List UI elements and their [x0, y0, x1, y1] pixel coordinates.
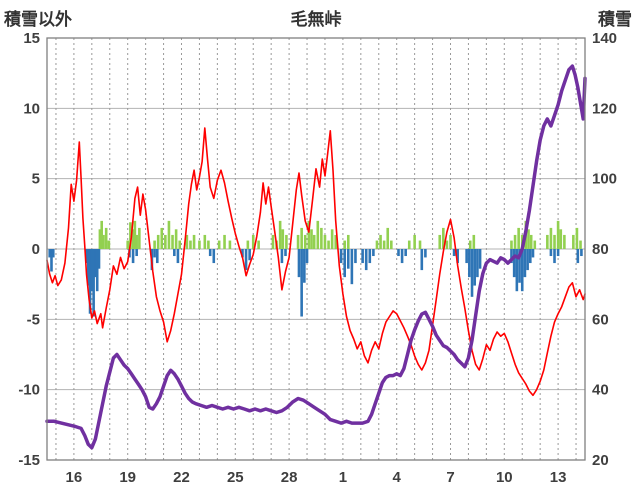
left-axis-tick-label: 10: [23, 100, 40, 117]
left-axis-tick-label: -10: [18, 382, 40, 399]
x-tick-label: 1: [339, 469, 347, 486]
left-axis-tick-label: -15: [18, 452, 40, 469]
green-bars: [98, 220, 582, 249]
right-axis-tick-label: 140: [592, 30, 617, 47]
right-axis-tick-label: 40: [592, 382, 609, 399]
right-axis-tick-label: 20: [592, 452, 609, 469]
vertical-gridlines: [55, 38, 577, 460]
x-tick-label: 16: [66, 469, 83, 486]
temperature-red-line: [46, 127, 586, 397]
x-axis-tick-labels: 16 19 22 25 28 1 4 7 10 13: [66, 469, 567, 486]
snow-depth-purple-line: [45, 64, 587, 450]
left-axis-tick-label: 5: [32, 171, 40, 188]
right-axis-title: 積雪: [598, 10, 632, 29]
x-tick-label: 19: [119, 469, 136, 486]
x-tick-label: 28: [281, 469, 298, 486]
x-tick-label: 25: [227, 469, 244, 486]
right-axis-tick-label: 80: [592, 241, 609, 258]
left-axis-title: 積雪以外: [4, 10, 72, 29]
x-tick-label: 10: [496, 469, 513, 486]
right-axis-tick-labels: 140 120 100 80 60 40 20: [592, 30, 617, 469]
x-tick-label: 13: [550, 469, 567, 486]
right-axis-tick-label: 100: [592, 171, 617, 188]
left-axis-tick-label: -5: [27, 311, 40, 328]
x-tick-label: 7: [446, 469, 454, 486]
chart-title: 毛無峠: [290, 10, 342, 29]
left-axis-tick-labels: 15 10 5 0 -5 -10 -15: [18, 30, 40, 469]
right-axis-tick-label: 60: [592, 311, 609, 328]
x-tick-label: 4: [393, 469, 402, 486]
right-axis-tick-label: 120: [592, 100, 617, 117]
left-axis-tick-label: 15: [23, 30, 40, 47]
left-axis-tick-label: 0: [32, 241, 40, 258]
blue-bars: [48, 249, 583, 317]
plot-border: [46, 37, 586, 461]
x-tick-label: 22: [173, 469, 190, 486]
